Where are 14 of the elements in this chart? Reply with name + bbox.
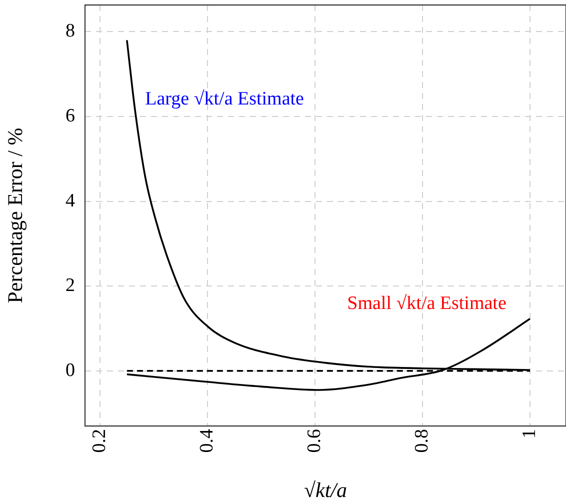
x-tick-label: 0.6 xyxy=(304,429,326,453)
annotation: Large √kt/a Estimate xyxy=(145,88,304,110)
x-tick-label: 0.8 xyxy=(411,429,432,453)
y-tick-label: 2 xyxy=(66,275,75,296)
x-tick-label: 0.2 xyxy=(89,429,110,453)
x-tick-label: 1 xyxy=(518,429,540,438)
y-tick-label: 4 xyxy=(66,190,76,212)
y-tick-label: 6 xyxy=(66,105,75,126)
y-tick-label: 0 xyxy=(66,360,75,381)
y-axis-title: Percentage Error / % xyxy=(3,128,28,304)
x-axis-title: √kt/a xyxy=(304,478,348,502)
y-tick-label: 8 xyxy=(66,20,75,42)
x-tick-label: 0.4 xyxy=(196,428,218,453)
annotation: Small √kt/a Estimate xyxy=(347,292,506,314)
